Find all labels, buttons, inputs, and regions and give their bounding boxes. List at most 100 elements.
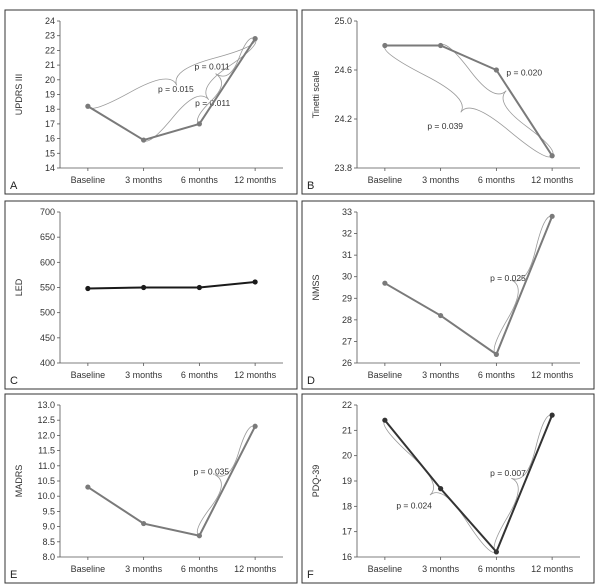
x-tick-label: 6 months [478,564,516,574]
x-tick-label: Baseline [368,564,403,574]
x-tick-label: Baseline [71,564,106,574]
series-line [87,280,256,290]
data-point [141,284,147,291]
x-tick-label: Baseline [71,370,106,380]
y-tick-label: 650 [40,232,55,242]
significance-brace [196,425,256,537]
y-tick-label: 11.5 [38,446,55,456]
y-tick-label: 9.5 [42,506,55,516]
data-point [549,153,555,159]
x-tick-label: 3 months [422,175,460,185]
data-point [493,549,499,555]
significance-brace [383,419,497,554]
y-tick-label: 11.0 [38,461,55,471]
y-tick-label: 31 [342,250,352,260]
y-tick-label: 24.6 [334,65,352,75]
data-point [382,42,388,49]
x-tick-label: 3 months [422,564,460,574]
data-point [252,36,258,42]
data-point [85,484,91,490]
y-tick-label: 14 [45,163,55,173]
y-tick-label: 12.5 [37,415,55,425]
p-value-label: p = 0.011 [195,61,230,71]
y-tick-label: 27 [342,336,352,346]
y-axis-label: MADRS [14,465,24,498]
x-tick-label: 3 months [125,175,163,185]
panel-a: 14 15 16 17 18 19 20 21 22 23 24 Baseline 3 months 6 … [4,9,298,195]
data-point [438,312,444,319]
series-line [87,38,256,142]
panel-letter: F [307,569,314,581]
panel-border [301,393,595,584]
data-point [85,103,91,109]
y-tick-label: 12.0 [37,430,55,440]
p-value-label: p = 0.039 [427,121,463,131]
series-line [87,425,257,537]
y-tick-label: 9.0 [42,522,55,532]
panel-letter: B [307,180,314,192]
y-tick-label: 19 [45,90,55,100]
panel-border [4,393,298,584]
p-value-label: p = 0.015 [158,84,194,94]
y-tick-label: 17 [45,119,55,129]
significance-brace [197,37,256,125]
data-point [382,280,388,286]
significance-brace [143,38,257,142]
significance-brace [440,44,554,157]
panel-border [301,9,595,195]
y-tick-label: 500 [40,308,55,318]
y-tick-label: 24.2 [334,114,352,124]
data-point [141,137,147,143]
panel-letter: A [10,180,18,192]
y-tick-label: 13.0 [37,400,55,410]
y-tick-label: 10.5 [37,476,55,486]
x-tick-label: 3 months [125,370,163,380]
data-point [438,486,444,492]
y-axis-label: NMSS [311,274,321,300]
y-tick-label: 21 [45,60,55,70]
panel-b: 23.8 24.2 24.6 25.0 Baseline 3 months 6 months… [301,9,595,195]
panel-d: 26 27 28 29 30 31 32 33 Baseline 3 months 6 months… [301,200,595,390]
x-tick-label: Baseline [368,175,403,185]
y-tick-label: 25.0 [334,16,352,26]
x-tick-label: 12 months [234,175,277,185]
y-tick-label: 30 [342,272,352,282]
y-tick-label: 16 [342,552,352,562]
x-tick-label: 6 months [478,370,516,380]
x-tick-label: 6 months [181,564,219,574]
data-point [141,520,147,527]
data-point [549,213,555,219]
significance-brace [493,414,553,553]
y-tick-label: 23.8 [334,163,352,173]
data-point [252,279,258,285]
series-line [384,215,554,356]
significance-brace [384,45,553,158]
y-tick-label: 32 [342,229,352,239]
x-tick-label: 3 months [422,370,460,380]
x-tick-label: 6 months [181,370,219,380]
y-tick-label: 20 [342,451,352,461]
panel-e: 8.0 8.5 9.0 9.5 10.0 10.5 11.0 11.5 12.0 12.5 13.0… [4,393,298,584]
x-tick-label: Baseline [71,175,106,185]
data-point [196,284,202,291]
x-tick-label: 12 months [234,370,277,380]
data-point [493,67,499,73]
y-tick-label: 29 [342,293,352,303]
y-tick-label: 17 [342,527,352,537]
y-tick-label: 600 [40,257,55,267]
y-axis-label: Tinetti scale [311,71,321,119]
panel-letter: D [307,375,315,387]
y-axis-label: LED [14,278,24,296]
y-tick-label: 700 [40,207,55,217]
y-tick-label: 20 [45,75,55,85]
data-point [196,533,202,539]
data-point [85,285,91,292]
p-value-label: p = 0.024 [396,500,432,510]
y-tick-label: 21 [342,425,352,435]
y-tick-label: 8.5 [42,537,55,547]
y-tick-label: 18 [342,501,352,511]
y-tick-label: 24 [45,16,55,26]
y-tick-label: 450 [40,333,55,343]
panel-f: 16 17 18 19 20 21 22 Baseline 3 months 6 months 12… [301,393,595,584]
y-tick-label: 18 [45,104,55,114]
